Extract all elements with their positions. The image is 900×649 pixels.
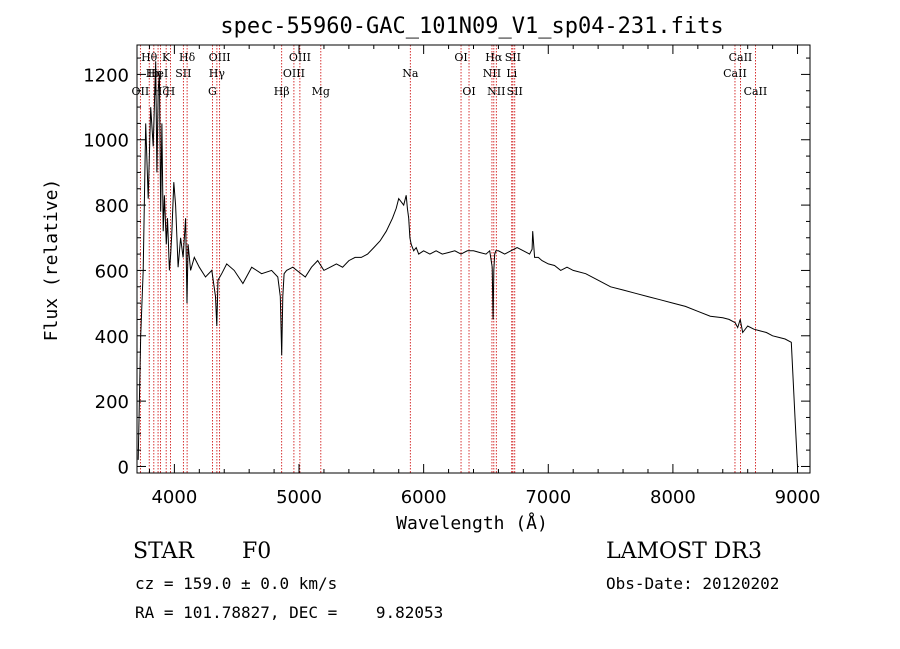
x-tick-label-5: 9000: [775, 487, 821, 508]
x-tick-label-2: 6000: [401, 487, 447, 508]
line-label-11: OIII: [209, 51, 231, 64]
line-label-14: OIII: [289, 51, 311, 64]
x-tick-label-4: 8000: [650, 487, 696, 508]
y-tick-label-1: 200: [95, 392, 129, 413]
line-label-23: SII: [505, 51, 521, 64]
line-label-5: K: [162, 51, 171, 64]
x-tick-label-3: 7000: [525, 487, 571, 508]
line-label-2: Hη: [146, 67, 162, 80]
line-label-17: OI: [454, 51, 467, 64]
coordinates-text: RA = 101.78827, DEC = 9.82053: [135, 603, 444, 622]
redshift-text: cz = 159.0 ± 0.0 km/s: [135, 574, 338, 593]
object-class: STAR: [133, 539, 194, 564]
line-label-7: SII: [175, 67, 191, 80]
line-label-8: Hδ: [179, 51, 196, 64]
y-tick-label-5: 1000: [83, 131, 129, 152]
line-label-18: OI: [462, 85, 475, 98]
x-tick-label-1: 5000: [276, 487, 322, 508]
y-tick-label-0: 0: [118, 457, 129, 478]
y-axis: 0 200 400 600 800 1000 1200: [83, 57, 810, 478]
x-axis-label: Wavelength (Å): [396, 512, 548, 534]
line-label-20: Hα: [485, 51, 503, 64]
line-label-24: SII: [507, 85, 523, 98]
line-label-9: G: [208, 85, 217, 98]
line-label-6: H: [166, 85, 176, 98]
y-tick-label-4: 800: [95, 196, 129, 217]
line-label-16: Na: [402, 67, 419, 80]
line-label-15: Mg: [312, 85, 330, 98]
line-label-12: Hβ: [274, 85, 290, 98]
line-label-27: CaII: [744, 85, 768, 98]
obs-date-text: Obs-Date: 20120202: [606, 574, 780, 593]
line-label-25: CaII: [723, 67, 747, 80]
line-label-21: NII: [487, 85, 505, 98]
survey-name: LAMOST DR3: [606, 539, 762, 564]
line-label-10: Hγ: [209, 67, 226, 80]
emission-line-markers: [139, 45, 756, 473]
line-label-3: HeI: [148, 67, 168, 80]
line-label-26: CaII: [729, 51, 753, 64]
plot-frame: [136, 44, 811, 474]
y-tick-label-3: 600: [95, 261, 129, 282]
spectrum-line: [137, 61, 799, 467]
line-label-1: Hθ: [141, 51, 158, 64]
x-axis: 4000 5000 6000 7000 8000 9000: [148, 45, 821, 508]
line-label-0: OII: [132, 85, 150, 98]
x-tick-label-0: 4000: [151, 487, 197, 508]
y-tick-label-2: 400: [95, 327, 129, 348]
line-label-19: NII: [483, 67, 501, 80]
y-tick-label-6: 1200: [83, 65, 129, 86]
y-axis-label: Flux (relative): [41, 179, 62, 342]
line-label-13: OIII: [283, 67, 305, 80]
line-label-4: Hζ: [153, 85, 169, 98]
line-label-22: Li: [506, 67, 517, 80]
chart-title: spec-55960-GAC_101N09_V1_sp04-231.fits: [220, 14, 723, 39]
spectral-subclass: F0: [242, 539, 272, 564]
